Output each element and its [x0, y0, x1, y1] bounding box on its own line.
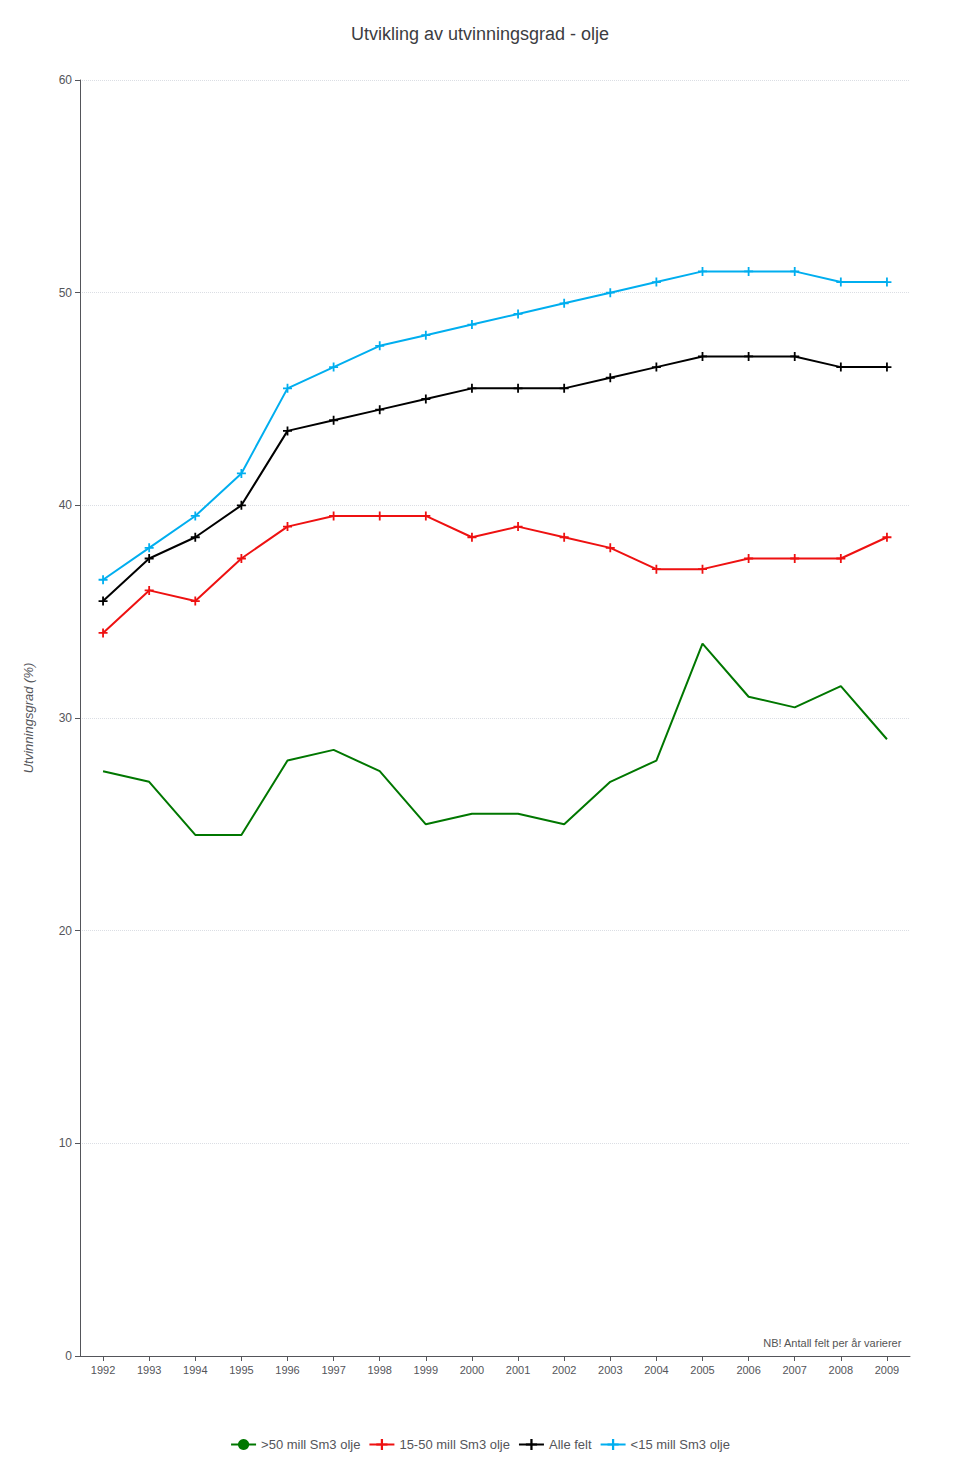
svg-text:1999: 1999 — [414, 1364, 438, 1376]
svg-text:NB! Antall felt per år variere: NB! Antall felt per år varierer — [763, 1337, 902, 1349]
svg-text:0: 0 — [65, 1349, 72, 1363]
svg-text:2006: 2006 — [736, 1364, 760, 1376]
svg-text:20: 20 — [59, 924, 73, 938]
svg-text:2009: 2009 — [875, 1364, 899, 1376]
svg-text:2001: 2001 — [506, 1364, 530, 1376]
svg-text:2004: 2004 — [644, 1364, 668, 1376]
svg-text:1993: 1993 — [137, 1364, 161, 1376]
svg-text:40: 40 — [59, 498, 73, 512]
svg-text:Utvinningsgrad (%): Utvinningsgrad (%) — [21, 663, 36, 774]
svg-text:10: 10 — [59, 1136, 73, 1150]
svg-text:2000: 2000 — [460, 1364, 484, 1376]
svg-text:2003: 2003 — [598, 1364, 622, 1376]
svg-text:50: 50 — [59, 286, 73, 300]
svg-text:2005: 2005 — [690, 1364, 714, 1376]
svg-text:15-50 mill Sm3 olje: 15-50 mill Sm3 olje — [399, 1437, 510, 1452]
svg-text:Utvikling av utvinningsgrad -: Utvikling av utvinningsgrad - olje — [351, 24, 609, 44]
svg-text:30: 30 — [59, 711, 73, 725]
svg-text:1994: 1994 — [183, 1364, 207, 1376]
svg-text:2007: 2007 — [782, 1364, 806, 1376]
svg-text:<15 mill Sm3 olje: <15 mill Sm3 olje — [631, 1437, 730, 1452]
svg-text:2008: 2008 — [829, 1364, 853, 1376]
svg-text:>50 mill Sm3 olje: >50 mill Sm3 olje — [261, 1437, 360, 1452]
svg-text:1998: 1998 — [367, 1364, 391, 1376]
svg-text:2002: 2002 — [552, 1364, 576, 1376]
svg-text:1997: 1997 — [321, 1364, 345, 1376]
svg-text:1996: 1996 — [275, 1364, 299, 1376]
svg-text:60: 60 — [59, 73, 73, 87]
svg-text:1995: 1995 — [229, 1364, 253, 1376]
svg-text:1992: 1992 — [91, 1364, 115, 1376]
svg-text:Alle felt: Alle felt — [549, 1437, 592, 1452]
